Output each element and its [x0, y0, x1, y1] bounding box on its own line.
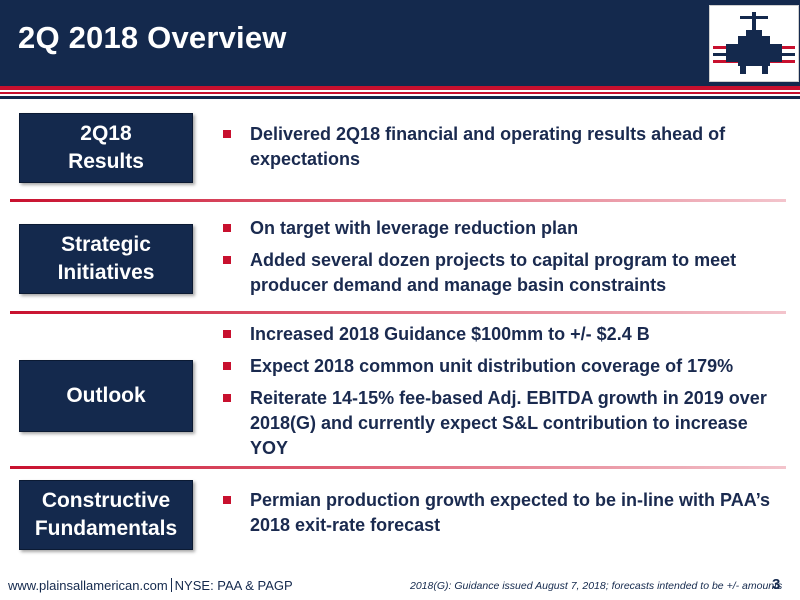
- section-label-line: Constructive: [41, 489, 171, 512]
- section-label-line: Initiatives: [57, 261, 155, 284]
- bullet-square-icon: [223, 130, 231, 138]
- bullet-text: Expect 2018 common unit distribution cov…: [250, 356, 734, 376]
- header-stripe: [0, 90, 800, 92]
- bullet-text: Permian production growth expected to be…: [250, 490, 771, 535]
- section-divider: [10, 311, 786, 314]
- bullet-text: Delivered 2Q18 financial and operating r…: [250, 124, 726, 169]
- footer-website: www.plainsallamerican.com: [8, 578, 168, 593]
- bullet-text: Reiterate 14-15% fee-based Adj. EBITDA g…: [250, 388, 767, 458]
- section-label-line: 2Q18: [80, 122, 132, 145]
- bullet-text: Increased 2018 Guidance $100mm to +/- $2…: [250, 324, 650, 344]
- bullet-text: On target with leverage reduction plan: [250, 218, 579, 238]
- bullet-square-icon: [223, 362, 231, 370]
- section-label-2q18-results: 2Q18 Results: [19, 113, 193, 183]
- bullet-item: On target with leverage reduction plan: [222, 216, 782, 241]
- section-bullets: Delivered 2Q18 financial and operating r…: [222, 122, 782, 179]
- bullet-square-icon: [223, 256, 231, 264]
- slide-title: 2Q 2018 Overview: [18, 20, 287, 55]
- plains-valve-logo-icon: [713, 12, 795, 74]
- section-bullets: Increased 2018 Guidance $100mm to +/- $2…: [222, 322, 782, 468]
- bullet-item: Added several dozen projects to capital …: [222, 248, 782, 298]
- section-label-constructive-fundamentals: Constructive Fundamentals: [19, 480, 193, 550]
- footer-ticker: NYSE: PAA & PAGP: [174, 578, 293, 593]
- section-label-outlook: Outlook: [19, 360, 193, 432]
- bullet-square-icon: [223, 496, 231, 504]
- bullet-item: Increased 2018 Guidance $100mm to +/- $2…: [222, 322, 782, 347]
- company-logo: [709, 5, 799, 82]
- section-divider: [10, 199, 786, 202]
- header-stripe: [0, 86, 800, 90]
- bullet-item: Permian production growth expected to be…: [222, 488, 782, 538]
- header-stripe: [0, 94, 800, 96]
- section-divider: [10, 466, 786, 469]
- bullet-square-icon: [223, 394, 231, 402]
- bullet-square-icon: [223, 330, 231, 338]
- section-bullets: Permian production growth expected to be…: [222, 488, 782, 545]
- page-number: 3: [772, 576, 781, 593]
- section-label-line: Outlook: [66, 384, 146, 407]
- section-label-line: Results: [68, 150, 144, 173]
- slide-header: 2Q 2018 Overview: [0, 0, 800, 86]
- section-bullets: On target with leverage reduction plan A…: [222, 216, 782, 305]
- section-label-strategic-initiatives: Strategic Initiatives: [19, 224, 193, 294]
- bullet-item: Expect 2018 common unit distribution cov…: [222, 354, 782, 379]
- footer-source: www.plainsallamerican.com NYSE: PAA & PAG…: [8, 578, 293, 593]
- section-label-line: Strategic: [61, 233, 151, 256]
- header-stripe: [0, 92, 800, 94]
- bullet-item: Reiterate 14-15% fee-based Adj. EBITDA g…: [222, 386, 782, 461]
- header-stripe: [0, 96, 800, 99]
- bullet-item: Delivered 2Q18 financial and operating r…: [222, 122, 782, 172]
- bullet-text: Added several dozen projects to capital …: [250, 250, 737, 295]
- footer-separator: [170, 578, 172, 592]
- footer-note: 2018(G): Guidance issued August 7, 2018;…: [410, 580, 783, 592]
- section-label-line: Fundamentals: [34, 517, 178, 540]
- bullet-square-icon: [223, 224, 231, 232]
